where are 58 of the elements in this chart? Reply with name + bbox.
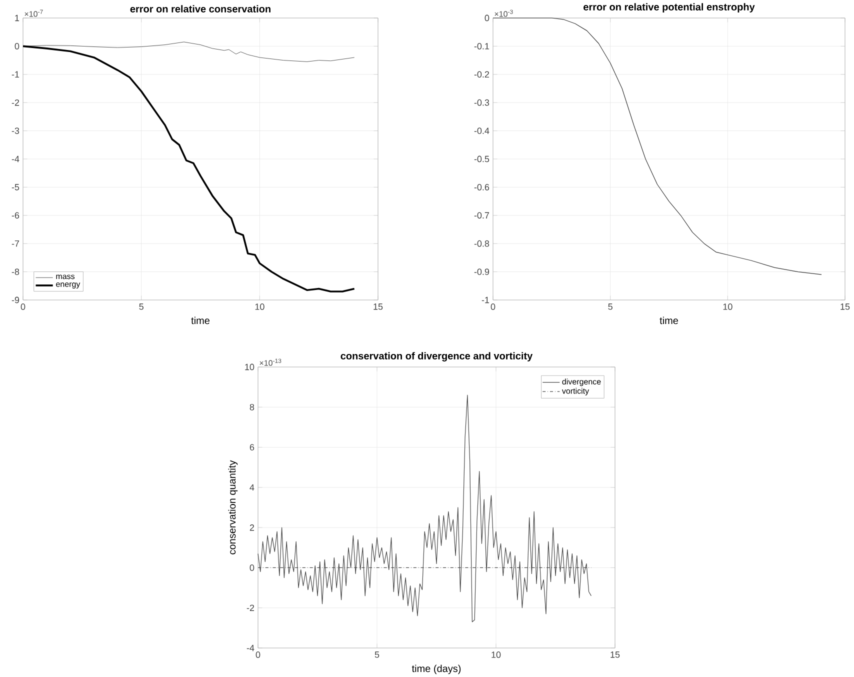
x-tick-label: 15: [374, 304, 383, 310]
x-axis-title: time: [660, 316, 678, 324]
y-tick-label: -5: [12, 184, 20, 190]
x-tick-label: 10: [723, 304, 732, 310]
y-tick-label: 4: [250, 484, 254, 491]
x-tick-label: 0: [490, 304, 496, 310]
y-tick-label: -3: [12, 128, 20, 134]
x-tick-label: 10: [255, 304, 264, 310]
y-tick-label: -0.3: [474, 99, 490, 106]
y-tick-label: -4: [246, 644, 254, 652]
y-tick-label: 10: [245, 364, 254, 370]
y-tick-label: -1: [12, 71, 20, 78]
y-tick-label: -0.9: [474, 268, 490, 275]
x-axis-title: time (days): [412, 664, 461, 674]
text: ×10$^{-13}$: [260, 358, 282, 366]
text: ×10$^{-3}$: [494, 10, 513, 17]
y-tick-label: 0: [14, 43, 20, 50]
y-tick-label: -8: [12, 268, 20, 275]
y-tick-label: -9: [12, 296, 20, 304]
y-tick-label: 2: [250, 524, 254, 531]
y-axis-title: conservation quantity: [228, 460, 238, 554]
y-tick-label: 1: [15, 14, 20, 22]
x-tick-label: 10: [492, 652, 501, 658]
y-tick-label: -2: [246, 604, 254, 611]
x-tick-label: 0: [20, 304, 26, 310]
legend-label: divergence: [562, 378, 601, 386]
y-tick-label: -0.4: [474, 128, 490, 134]
y-tick-label: -0.7: [474, 212, 490, 219]
y-tick-label: 8: [250, 404, 254, 410]
legend-label: vorticity: [562, 388, 590, 396]
y-tick-label: 0: [250, 564, 254, 571]
y-tick-label: -1: [482, 296, 490, 304]
y-tick-label: -7: [12, 240, 20, 247]
chart-title: error on relative conservation: [130, 5, 270, 12]
line-series: [492, 18, 822, 275]
legend-label: mass: [56, 274, 75, 280]
x-tick-label: 5: [139, 304, 144, 310]
x-tick-label: 5: [374, 652, 380, 658]
legend-label: energy: [56, 282, 80, 288]
y-tick-label: -0.5: [474, 156, 490, 162]
line-series: [258, 394, 592, 622]
x-tick-label: 5: [608, 304, 612, 310]
x-axis-title: time: [191, 316, 210, 324]
x-tick-label: 15: [840, 304, 850, 310]
chart-title: error on relative potential enstrophy: [584, 3, 755, 12]
y-tick-label: -0.1: [474, 43, 490, 50]
x-tick-label: 0: [256, 652, 260, 658]
y-tick-label: -0.2: [474, 71, 490, 78]
y-tick-label: -0.8: [474, 240, 490, 247]
y-tick-label: -0.6: [474, 184, 490, 190]
y-tick-label: 0: [484, 14, 490, 22]
y-tick-label: -4: [12, 156, 20, 162]
text: ×10$^{-7}$: [24, 10, 43, 17]
y-tick-label: -6: [12, 212, 20, 219]
chart-title: conservation of divergence and vorticity: [340, 352, 533, 362]
y-tick-label: 6: [250, 444, 254, 450]
y-tick-label: -2: [12, 99, 20, 106]
x-tick-label: 15: [610, 652, 620, 658]
